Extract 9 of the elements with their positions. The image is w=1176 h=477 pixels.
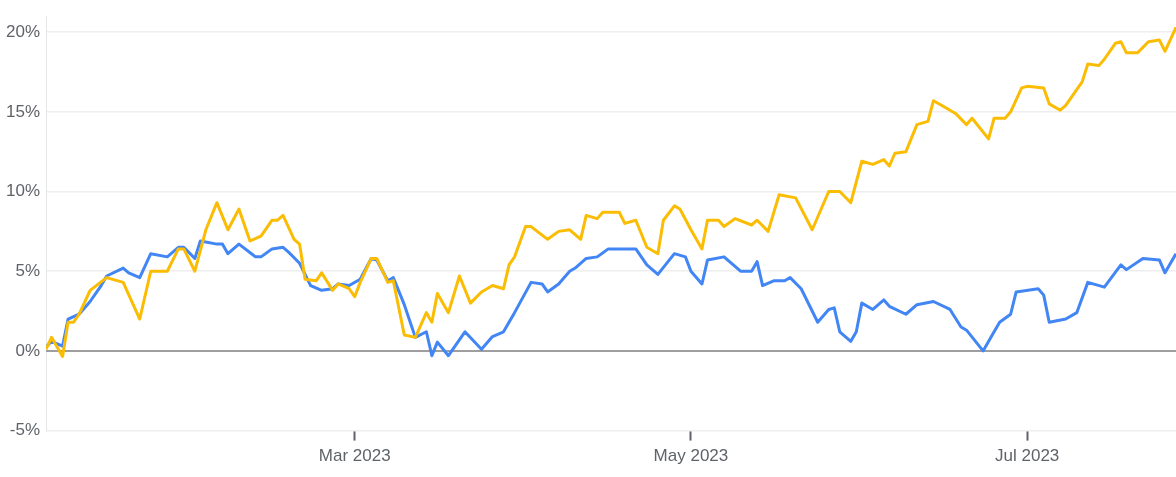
y-tick-label: 10% — [5, 181, 41, 201]
x-tick-label: May 2023 — [653, 446, 729, 466]
y-tick-label: 15% — [5, 101, 41, 121]
x-tick-label: Jul 2023 — [995, 446, 1060, 466]
x-tick-label: Mar 2023 — [318, 446, 391, 466]
y-tick-label: -5% — [9, 420, 41, 440]
y-tick-label: 0% — [15, 340, 41, 360]
y-tick-label: 5% — [15, 260, 41, 280]
y-tick-label: 20% — [5, 21, 41, 41]
